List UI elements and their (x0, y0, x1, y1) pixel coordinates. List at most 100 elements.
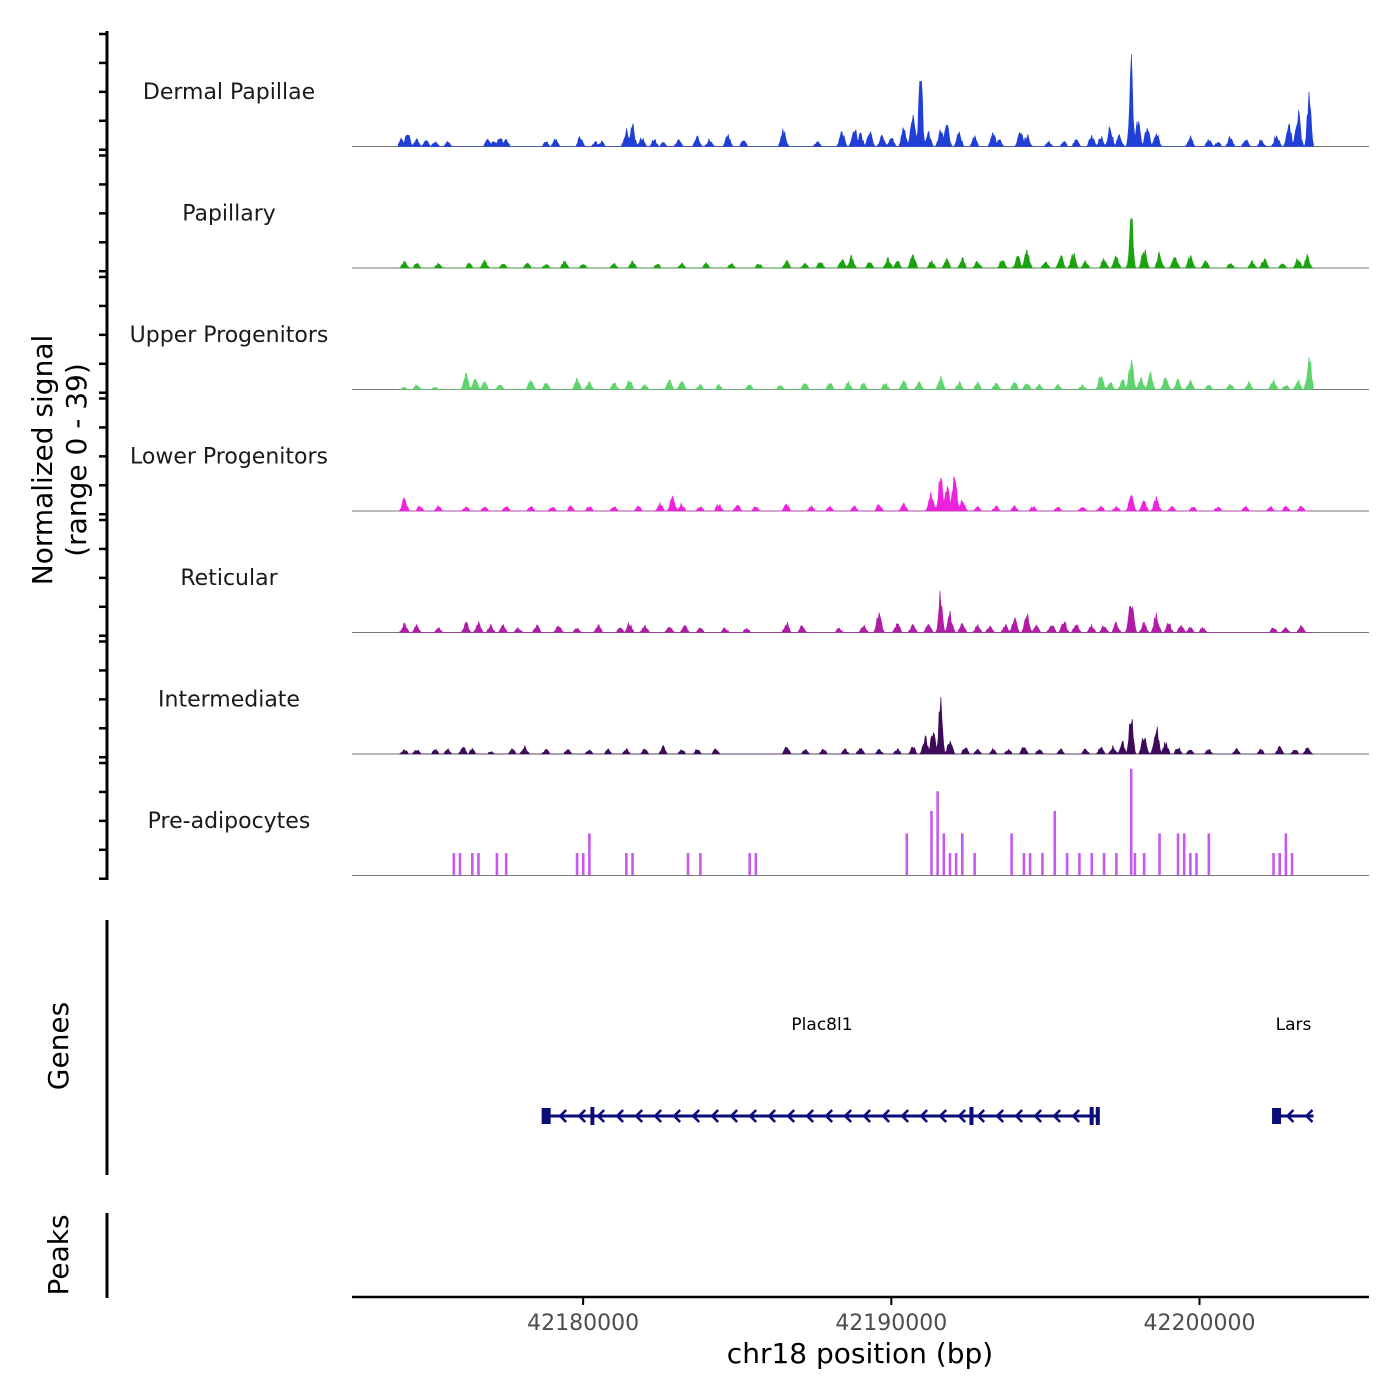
strand-arrow (691, 1109, 701, 1123)
signal-bar (1278, 853, 1282, 876)
genes-track: Plac8l1 Lars (541, 1015, 1314, 1125)
signal-bar (1189, 853, 1192, 876)
x-axis-ticks: 42180000 42190000 42200000 (527, 1297, 1255, 1336)
signal-bar (954, 853, 958, 876)
strand-arrow (1033, 1109, 1043, 1123)
exon (969, 1107, 974, 1125)
signal-bar (748, 853, 751, 876)
signal-bar (625, 853, 628, 876)
signal-bar (495, 853, 499, 876)
track-label: Pre-adipocytes (148, 809, 311, 834)
track-label: Upper Progenitors (130, 323, 329, 348)
signal-bar (1022, 853, 1026, 876)
signal-bar (1290, 853, 1294, 876)
strand-arrow (976, 1109, 986, 1123)
strand-arrow (748, 1109, 758, 1123)
track-lower-progenitors: Lower Progenitors (130, 445, 1369, 512)
strand-arrow (805, 1109, 815, 1123)
strand-arrow (995, 1109, 1005, 1123)
gene-label: Plac8l1 (791, 1015, 852, 1035)
strand-arrow (729, 1109, 739, 1123)
signal-bar (1010, 833, 1013, 876)
signal-bar (1115, 853, 1118, 876)
strand-arrow (1014, 1109, 1024, 1123)
y-axis-title: Normalized signal (range 0 - 39) (26, 335, 93, 586)
strand-arrow (653, 1109, 663, 1123)
x-tick-label: 42200000 (1144, 1311, 1256, 1336)
track-label: Intermediate (158, 688, 300, 713)
signal-bar (973, 853, 976, 876)
gene-plac8l1: Plac8l1 (541, 1015, 1100, 1125)
signal-bar (504, 853, 508, 876)
x-tick-label: 42190000 (835, 1311, 947, 1336)
signal-bar (575, 853, 579, 876)
signal-bar (699, 853, 702, 876)
signal-tracks: Dermal Papillae Papillary Upper Progenitor… (130, 54, 1369, 876)
y-axis-title-line2: (range 0 - 39) (60, 363, 93, 557)
signal-bar (588, 833, 591, 876)
track-label: Reticular (180, 566, 278, 591)
signal-bar (905, 833, 909, 876)
signal-bar (1158, 833, 1161, 876)
strand-arrow (1304, 1109, 1314, 1123)
strand-arrow (672, 1109, 682, 1123)
signal-bar (1078, 853, 1081, 876)
signal-bar (1133, 853, 1137, 876)
track-intermediate: Intermediate (158, 688, 1369, 755)
signal-bar (1207, 833, 1211, 876)
strand-arrow (957, 1109, 967, 1123)
signal-bar (631, 853, 634, 876)
signal-area (397, 54, 1314, 148)
strand-arrow (900, 1109, 910, 1123)
strand-arrow (1285, 1109, 1295, 1123)
signal-area (398, 476, 1314, 512)
signal-y-axis-ticks (99, 32, 107, 880)
signal-bar (1102, 853, 1106, 876)
signal-area (398, 217, 1314, 269)
signal-bar (1053, 810, 1057, 876)
signal-bar (581, 853, 585, 876)
signal-bar (1176, 833, 1180, 876)
signal-bar (1284, 833, 1288, 876)
strand-arrow (824, 1109, 834, 1123)
signal-bar (1182, 833, 1186, 876)
strand-arrow (1052, 1109, 1062, 1123)
signal-area (398, 356, 1314, 390)
strand-arrow (634, 1109, 644, 1123)
signal-bar (686, 853, 690, 876)
strand-arrow (710, 1109, 720, 1123)
signal-area (398, 696, 1314, 755)
strand-arrow (767, 1109, 777, 1123)
signal-bar (754, 853, 758, 876)
signal-bar (1272, 853, 1275, 876)
strand-arrow (596, 1109, 606, 1123)
peaks-panel-title: Peaks (42, 1214, 75, 1295)
exon (590, 1107, 595, 1125)
strand-arrow (843, 1109, 853, 1123)
strand-arrow (862, 1109, 872, 1123)
signal-bar (452, 853, 456, 876)
gene-label: Lars (1276, 1015, 1312, 1035)
exon (1272, 1108, 1282, 1124)
track-label: Lower Progenitors (130, 445, 328, 470)
signal-area (398, 590, 1314, 634)
strand-arrow (881, 1109, 891, 1123)
strand-arrow (1071, 1109, 1081, 1123)
strand-arrow (558, 1109, 568, 1123)
signal-bar (948, 853, 952, 876)
track-upper-progenitors: Upper Progenitors (130, 323, 1369, 390)
exon (541, 1108, 551, 1124)
signal-bar (1142, 853, 1146, 876)
track-papillary: Papillary (182, 202, 1369, 269)
signal-bar (1028, 853, 1032, 876)
strand-arrow (919, 1109, 929, 1123)
signal-bar (477, 853, 480, 876)
signal-bar (470, 853, 474, 876)
genes-panel-title: Genes (42, 1002, 75, 1090)
exon (1089, 1107, 1094, 1125)
signal-bar (961, 833, 964, 876)
signal-bar (942, 833, 946, 876)
track-dermal-papillae: Dermal Papillae (143, 54, 1369, 148)
x-tick-label: 42180000 (527, 1311, 639, 1336)
